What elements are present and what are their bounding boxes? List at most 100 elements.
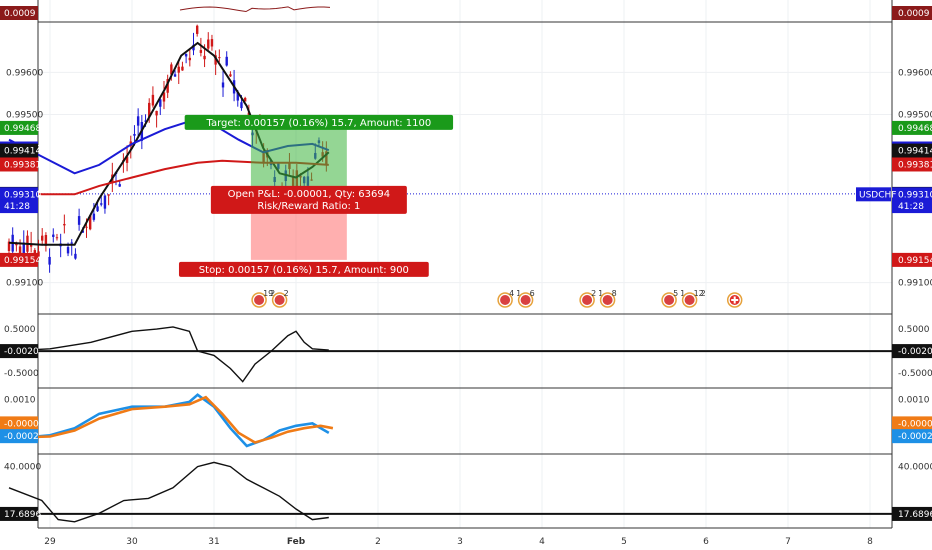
symbol-tag <box>856 187 891 202</box>
candle-body <box>199 50 203 53</box>
price-tag-label: 0.99154 <box>898 256 932 266</box>
event-marker-count: 6 <box>530 289 535 298</box>
price-tag-label: -0.0000 <box>4 419 39 429</box>
candle-body <box>236 91 239 101</box>
event-marker-count: 2 <box>591 289 596 298</box>
x-tick-label: 30 <box>126 537 138 547</box>
price-tag <box>0 143 38 158</box>
price-tag <box>0 416 38 431</box>
event-marker-count: 8 <box>612 289 617 298</box>
event-marker-count: 12 <box>694 289 704 298</box>
candle-body <box>70 242 73 244</box>
y-tick-label-left: 0.99500 <box>6 110 43 120</box>
candle-body <box>133 133 136 136</box>
candle-body <box>210 39 214 47</box>
candle-body <box>203 55 206 60</box>
price-tag-label: 0.99310 <box>4 190 41 200</box>
price-tag-label: 0.0009 <box>4 9 36 19</box>
candle-body <box>63 223 66 226</box>
event-marker-count: 4 <box>509 289 514 298</box>
y-tick-label-left: 0.99100 <box>6 279 43 289</box>
oscillator-2-line <box>8 393 330 448</box>
us-flag-icon <box>500 295 511 305</box>
us-flag-icon <box>274 295 285 305</box>
us-flag-icon <box>582 295 593 305</box>
candle-body <box>218 57 221 59</box>
y-tick-label-left: 0.99600 <box>6 68 43 78</box>
price-tag-label: 0.99468 <box>4 124 41 134</box>
candle-body <box>177 66 180 73</box>
event-marker-count: 2 <box>270 289 275 298</box>
osc-y-tick-right: -0.5000 <box>898 369 932 379</box>
price-tag <box>892 157 932 172</box>
price-tag <box>892 187 932 202</box>
osc-y-tick-right: 40.0000 <box>898 463 932 473</box>
candle-body <box>55 237 59 239</box>
candle-body <box>103 195 107 209</box>
candle-body <box>48 256 51 265</box>
candle-body <box>18 246 22 258</box>
price-tag-label: 0.99381 <box>898 160 932 170</box>
price-tag <box>0 199 38 214</box>
candle-body <box>225 56 228 66</box>
candle-body <box>66 247 70 254</box>
price-tag-label: -0.0020 <box>4 347 39 357</box>
candle-body <box>74 253 77 259</box>
x-tick-label: Feb <box>287 537 306 547</box>
candle-body <box>151 94 155 106</box>
x-tick-label: 29 <box>44 537 56 547</box>
candle-body <box>243 97 247 102</box>
position-stop-label: Stop: 0.00157 (0.16%) 15.7, Amount: 900 <box>199 265 409 276</box>
candle-body <box>221 82 225 88</box>
candle-body <box>166 79 169 93</box>
candle-body <box>77 216 81 225</box>
osc-y-tick-left: 40.0000 <box>4 463 41 473</box>
price-tag-label: 0.0009 <box>898 9 930 19</box>
price-tag <box>892 416 932 431</box>
us-flag-icon <box>602 295 613 305</box>
position-pnl-box <box>210 185 407 214</box>
candle-body <box>214 55 217 65</box>
price-tag <box>0 429 38 444</box>
price-tag <box>892 143 932 158</box>
x-tick-label: 6 <box>703 537 709 547</box>
x-tick-label: 2 <box>375 537 381 547</box>
candle-body <box>144 120 147 122</box>
event-marker-count: 1 <box>598 289 603 298</box>
position-pnl-label: Open P&L: -0.00001, Qty: 63694 <box>228 189 391 200</box>
candle-body <box>96 206 99 212</box>
osc-y-tick-right: 0.5000 <box>898 325 930 335</box>
candle-body <box>107 194 110 196</box>
price-tag-label: -0.0000 <box>898 419 932 429</box>
event-marker-count: 19 <box>263 289 273 298</box>
candle-body <box>229 74 232 77</box>
price-tag-label: -0.0002 <box>898 432 932 442</box>
candle-body <box>41 235 44 241</box>
candle-body <box>81 230 84 233</box>
candle-body <box>33 250 37 255</box>
candle-body <box>159 99 162 107</box>
candle-body <box>52 234 55 237</box>
candle-body <box>195 25 199 34</box>
price-tag <box>892 344 932 359</box>
candle-body <box>181 66 184 71</box>
price-tag-label: 17.6896 <box>4 510 41 520</box>
event-marker-count: 2 <box>284 289 289 298</box>
candle-body <box>44 235 48 246</box>
x-tick-label: 3 <box>457 537 463 547</box>
candle-body <box>92 213 96 220</box>
y-tick-label-right: 0.99600 <box>898 68 932 78</box>
candle-body <box>100 203 103 205</box>
candle-body <box>240 102 243 109</box>
event-marker-count: 1 <box>516 289 521 298</box>
position-stop-label-box <box>178 261 429 277</box>
price-tag <box>0 120 38 135</box>
position-labels: Target: 0.00157 (0.16%) 15.7, Amount: 11… <box>178 114 454 277</box>
price-tag-label: -0.0020 <box>898 347 932 357</box>
candle-body <box>192 44 195 51</box>
candle-body <box>7 241 11 251</box>
price-tag <box>0 157 38 172</box>
price-tag-label: 0.99414 <box>898 147 932 157</box>
x-tick-label: 8 <box>867 537 873 547</box>
